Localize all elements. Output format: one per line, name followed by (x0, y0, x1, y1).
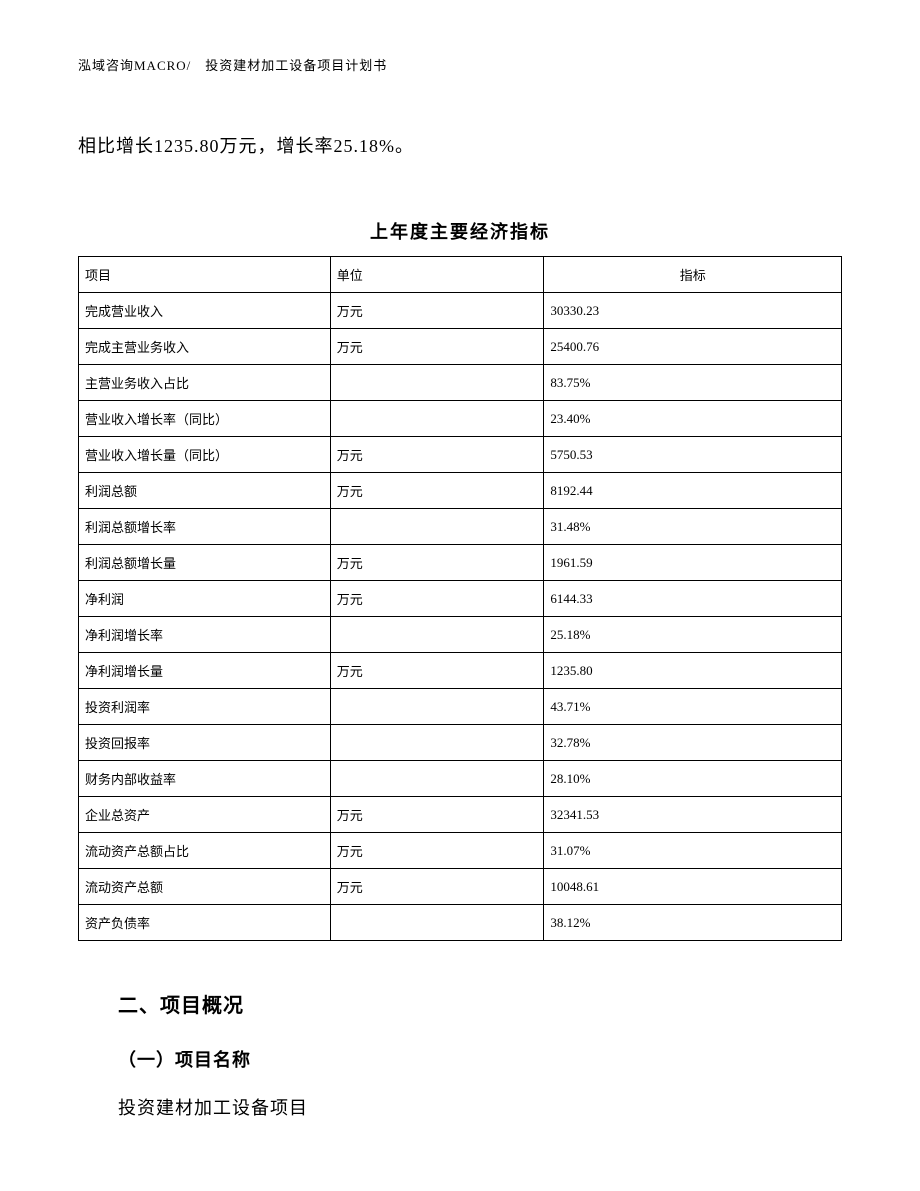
table-row: 利润总额增长量万元1961.59 (79, 545, 842, 581)
table-cell: 万元 (330, 581, 544, 617)
table-cell (330, 365, 544, 401)
table-row: 企业总资产万元32341.53 (79, 797, 842, 833)
table-cell: 万元 (330, 653, 544, 689)
table-cell: 完成营业收入 (79, 293, 331, 329)
table-cell: 净利润增长量 (79, 653, 331, 689)
table-cell: 25400.76 (544, 329, 842, 365)
table-cell (330, 617, 544, 653)
table-cell: 万元 (330, 797, 544, 833)
table-cell: 流动资产总额 (79, 869, 331, 905)
table-cell: 1961.59 (544, 545, 842, 581)
table-cell: 83.75% (544, 365, 842, 401)
table-cell: 1235.80 (544, 653, 842, 689)
table-cell: 利润总额增长量 (79, 545, 331, 581)
table-cell: 10048.61 (544, 869, 842, 905)
table-cell: 32.78% (544, 725, 842, 761)
table-row: 流动资产总额占比万元31.07% (79, 833, 842, 869)
table-cell: 主营业务收入占比 (79, 365, 331, 401)
table-cell: 营业收入增长量（同比） (79, 437, 331, 473)
table-row: 净利润增长率 25.18% (79, 617, 842, 653)
col-header-indicator: 指标 (544, 257, 842, 293)
table-cell: 流动资产总额占比 (79, 833, 331, 869)
table-cell: 营业收入增长率（同比） (79, 401, 331, 437)
table-row: 营业收入增长率（同比） 23.40% (79, 401, 842, 437)
page-header: 泓域咨询MACRO/ 投资建材加工设备项目计划书 (78, 55, 842, 74)
table-row: 投资回报率 32.78% (79, 725, 842, 761)
table-cell: 30330.23 (544, 293, 842, 329)
table-cell: 31.07% (544, 833, 842, 869)
project-name-text: 投资建材加工设备项目 (78, 1094, 842, 1120)
table-cell: 投资利润率 (79, 689, 331, 725)
table-row: 营业收入增长量（同比）万元5750.53 (79, 437, 842, 473)
table-cell (330, 401, 544, 437)
table-cell: 万元 (330, 437, 544, 473)
table-cell: 32341.53 (544, 797, 842, 833)
table-cell (330, 509, 544, 545)
table-cell (330, 689, 544, 725)
table-row: 财务内部收益率 28.10% (79, 761, 842, 797)
table-cell: 净利润 (79, 581, 331, 617)
table-cell: 8192.44 (544, 473, 842, 509)
table-cell: 38.12% (544, 905, 842, 941)
table-cell: 财务内部收益率 (79, 761, 331, 797)
table-cell: 万元 (330, 545, 544, 581)
table-cell: 万元 (330, 293, 544, 329)
table-cell: 万元 (330, 329, 544, 365)
table-cell: 利润总额 (79, 473, 331, 509)
col-header-unit: 单位 (330, 257, 544, 293)
table-title: 上年度主要经济指标 (78, 218, 842, 244)
table-cell: 投资回报率 (79, 725, 331, 761)
table-cell: 28.10% (544, 761, 842, 797)
table-cell: 万元 (330, 833, 544, 869)
table-cell: 6144.33 (544, 581, 842, 617)
table-cell (330, 725, 544, 761)
table-cell: 资产负债率 (79, 905, 331, 941)
table-row: 完成主营业务收入万元25400.76 (79, 329, 842, 365)
table-cell: 企业总资产 (79, 797, 331, 833)
table-row: 资产负债率 38.12% (79, 905, 842, 941)
table-row: 完成营业收入万元30330.23 (79, 293, 842, 329)
table-row: 流动资产总额万元10048.61 (79, 869, 842, 905)
table-header-row: 项目 单位 指标 (79, 257, 842, 293)
section-heading: 二、项目概况 (78, 989, 842, 1018)
table-cell: 完成主营业务收入 (79, 329, 331, 365)
table-row: 投资利润率 43.71% (79, 689, 842, 725)
col-header-item: 项目 (79, 257, 331, 293)
table-cell (330, 761, 544, 797)
table-cell: 25.18% (544, 617, 842, 653)
economic-indicators-table: 项目 单位 指标 完成营业收入万元30330.23完成主营业务收入万元25400… (78, 256, 842, 941)
table-row: 净利润万元6144.33 (79, 581, 842, 617)
table-cell: 万元 (330, 869, 544, 905)
table-cell: 31.48% (544, 509, 842, 545)
table-row: 主营业务收入占比 83.75% (79, 365, 842, 401)
intro-paragraph: 相比增长1235.80万元，增长率25.18%。 (78, 132, 842, 158)
table-row: 利润总额增长率 31.48% (79, 509, 842, 545)
table-cell: 利润总额增长率 (79, 509, 331, 545)
table-cell (330, 905, 544, 941)
table-cell: 万元 (330, 473, 544, 509)
sub-heading: （一）项目名称 (78, 1046, 842, 1072)
table-cell: 净利润增长率 (79, 617, 331, 653)
table-cell: 5750.53 (544, 437, 842, 473)
table-row: 净利润增长量万元1235.80 (79, 653, 842, 689)
table-cell: 43.71% (544, 689, 842, 725)
table-row: 利润总额万元8192.44 (79, 473, 842, 509)
table-cell: 23.40% (544, 401, 842, 437)
